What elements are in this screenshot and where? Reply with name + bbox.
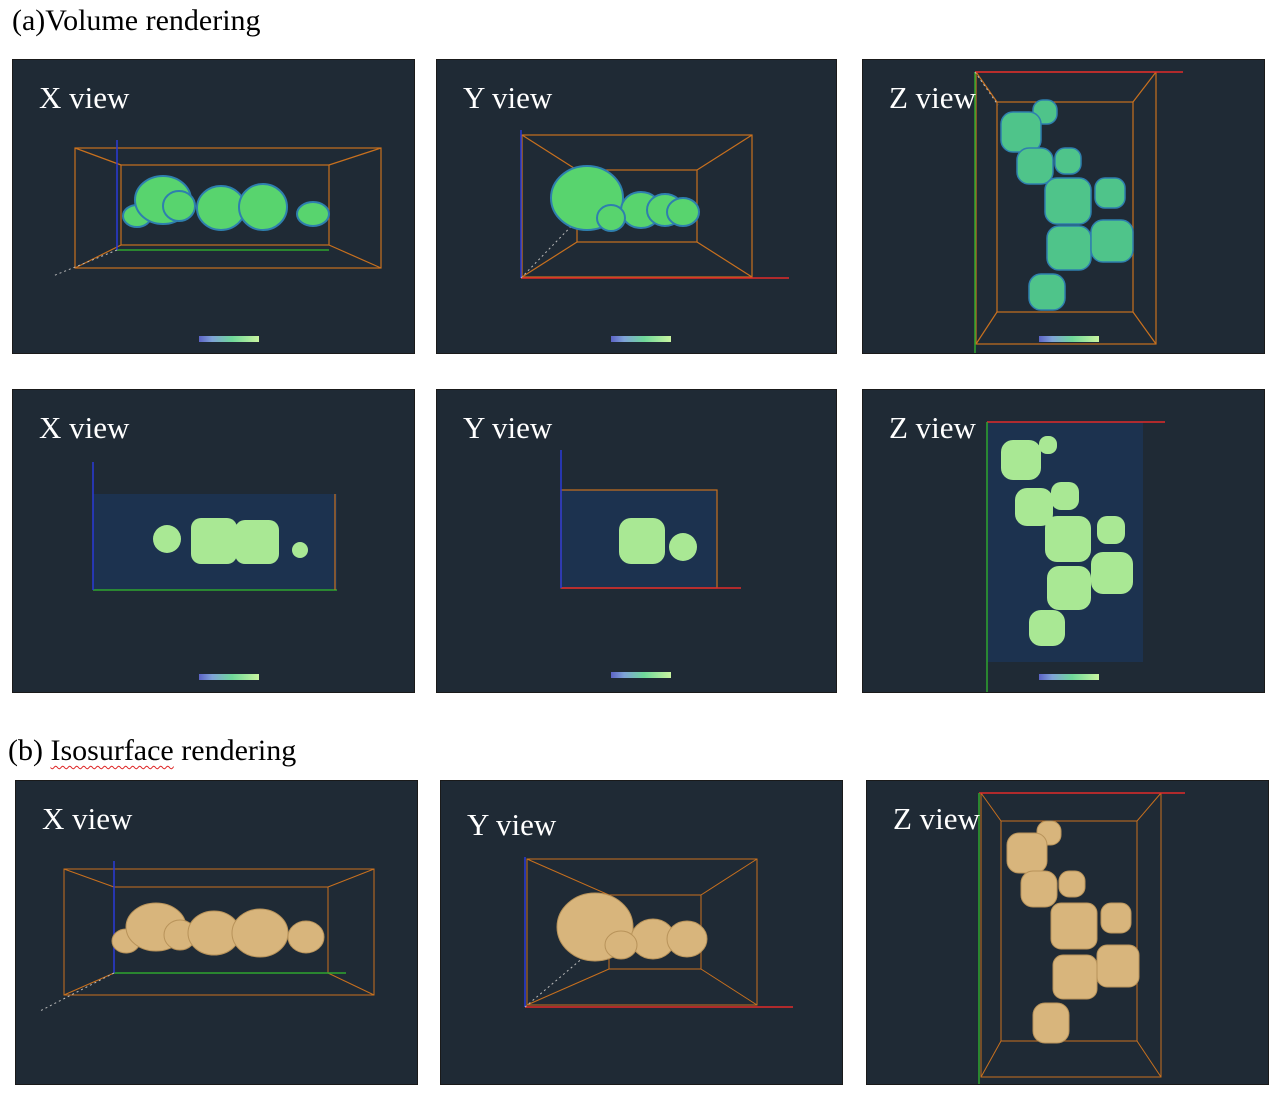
colorbar [199, 336, 259, 342]
panel-slice-x-view: X view [12, 389, 415, 693]
iso-y-view-render [524, 857, 793, 1008]
slice-z-view-render [986, 421, 1165, 692]
section-title-marked-word: Isosurface [50, 734, 174, 767]
volume-x-view-render [52, 140, 382, 277]
panel-iso-x-view: X view [15, 780, 418, 1085]
section-title-isosurface-rendering: (b) Isosurface rendering [8, 736, 296, 766]
slice-y-view-render [560, 450, 741, 589]
panel-slice-z-view: Z view [862, 389, 1265, 693]
panel-volume-z-view: Z view [862, 59, 1265, 354]
view-label-z: Z view [893, 801, 980, 836]
slice-x-view-render [92, 462, 337, 591]
section-title-volume-rendering: (a)Volume rendering [12, 6, 261, 36]
panel-iso-y-view: Y view [440, 780, 843, 1085]
iso-z-view-render [978, 792, 1185, 1084]
view-label-y: Y view [467, 807, 557, 842]
volume-z-view-render [974, 71, 1183, 353]
panel-slice-y-view: Y view [436, 389, 837, 693]
colorbar [199, 674, 259, 680]
section-title-suffix: rendering [173, 734, 297, 767]
colorbar [1039, 674, 1099, 680]
section-title-prefix: (b) [8, 734, 51, 767]
section-title-prefix: (a)Volume rendering [12, 4, 261, 37]
view-label-y: Y view [463, 80, 553, 115]
view-label-y: Y view [463, 410, 553, 445]
view-label-x: X view [39, 80, 130, 115]
view-label-x: X view [42, 801, 133, 836]
colorbar [611, 336, 671, 342]
panel-volume-y-view: Y view [436, 59, 837, 354]
volume-y-view-render [520, 130, 789, 279]
panel-volume-x-view: X view [12, 59, 415, 354]
view-label-z: Z view [889, 410, 976, 445]
view-label-z: Z view [889, 80, 976, 115]
colorbar [611, 672, 671, 678]
colorbar [1039, 336, 1099, 342]
iso-x-view-render [39, 861, 375, 1012]
view-label-x: X view [39, 410, 130, 445]
panel-iso-z-view: Z view [866, 780, 1269, 1085]
